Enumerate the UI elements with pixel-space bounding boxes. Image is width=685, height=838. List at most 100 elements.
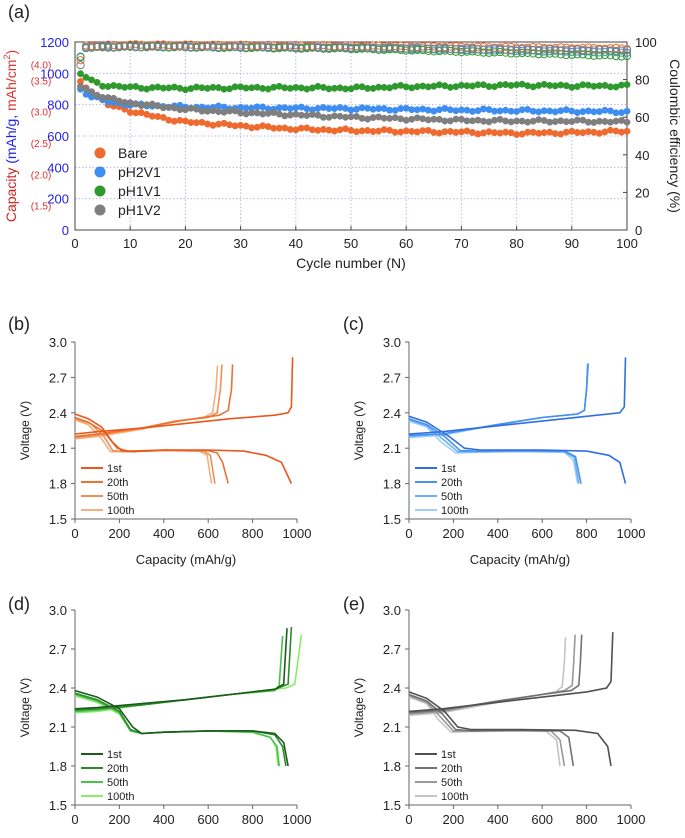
efficiency-point	[297, 43, 306, 52]
efficiency-point	[611, 46, 621, 56]
efficiency-point	[617, 46, 626, 55]
efficiency-point	[142, 42, 151, 51]
panel-label-2: (c)	[343, 314, 364, 334]
efficiency-point	[175, 42, 184, 51]
legend-label: 50th	[107, 491, 128, 503]
panel-d: 1.51.82.12.42.73.002004006008001000Capac…	[18, 603, 311, 827]
efficiency-point	[208, 43, 218, 52]
y-tick-label: 3.0	[49, 335, 67, 350]
efficiency-point	[495, 44, 505, 53]
efficiency-point	[573, 50, 582, 59]
efficiency-point	[126, 42, 135, 51]
efficiency-point	[98, 43, 107, 52]
x-tick-label: 200	[443, 812, 465, 827]
efficiency-point	[324, 43, 334, 52]
y-axis-title-part: mAh/cm	[3, 60, 19, 111]
efficiency-point	[87, 43, 96, 52]
efficiency-point	[595, 45, 604, 54]
series-pH1V2-capacity	[77, 82, 631, 126]
efficiency-point	[501, 45, 510, 54]
efficiency-point	[567, 50, 576, 59]
efficiency-point	[230, 42, 240, 52]
x-tick-label: 60	[399, 236, 413, 251]
efficiency-point	[622, 51, 632, 61]
efficiency-point	[457, 44, 466, 54]
legend-label: 100th	[107, 791, 135, 803]
y-tick-label: 1.5	[49, 798, 67, 813]
capacity-point	[115, 82, 123, 90]
efficiency-point	[247, 42, 256, 51]
x-tick-label: 800	[576, 526, 598, 541]
efficiency-point	[319, 43, 328, 53]
legend-label: 100th	[107, 505, 135, 517]
areal-tick-label: (2.0)	[31, 170, 52, 181]
y2-tick-label: 100	[635, 35, 657, 50]
legend-label: 1st	[107, 463, 122, 475]
efficiency-point	[357, 43, 367, 52]
y-tick-label: 200	[47, 192, 69, 207]
efficiency-point	[440, 44, 449, 53]
series-pH1V2-efficiency	[76, 42, 632, 70]
legend-label: 1st	[441, 463, 456, 475]
capacity-point	[419, 105, 427, 113]
y2-tick-label: 20	[635, 185, 649, 200]
efficiency-point	[562, 46, 571, 55]
series-Bare-capacity	[77, 77, 631, 138]
x-tick-label: 400	[153, 526, 175, 541]
efficiency-point	[589, 46, 598, 55]
x-tick-label: 50	[344, 236, 358, 251]
x-tick-label: 10	[123, 236, 137, 251]
efficiency-point	[584, 51, 593, 60]
x-tick-label: 0	[405, 812, 412, 827]
efficiency-point	[396, 44, 405, 53]
panel-label-4: (e)	[343, 594, 365, 614]
efficiency-point	[534, 45, 543, 55]
capacity-point	[557, 107, 565, 115]
y-tick-label: 0	[62, 223, 69, 238]
charge-curve-20th	[74, 626, 293, 711]
efficiency-point	[606, 51, 615, 60]
legend-label: 100th	[441, 791, 469, 803]
y-tick-label: 2.7	[383, 642, 401, 657]
y2-tick-label: 80	[635, 73, 649, 88]
legend-label: 20th	[441, 477, 462, 489]
legend-c: 1st 20th 50th 100th	[415, 463, 469, 517]
efficiency-point	[468, 44, 477, 53]
efficiency-point	[286, 43, 295, 52]
efficiency-point	[424, 44, 433, 54]
efficiency-point	[506, 49, 516, 58]
x-tick-label: 800	[242, 526, 264, 541]
efficiency-point	[192, 42, 201, 51]
efficiency-point	[402, 44, 411, 53]
legend-label: pH2V1	[118, 164, 161, 180]
efficiency-point	[446, 44, 455, 53]
y-tick-label: 2.1	[49, 720, 67, 735]
efficiency-point	[76, 53, 85, 62]
x-tick-label: 600	[531, 526, 553, 541]
capacity-point	[623, 81, 631, 89]
efficiency-point	[413, 45, 422, 55]
legend-label: 50th	[441, 777, 462, 789]
capacity-point	[551, 108, 559, 116]
efficiency-point	[81, 43, 91, 53]
series-pH2V1-capacity	[77, 85, 631, 117]
efficiency-point	[170, 42, 179, 51]
capacity-point	[159, 114, 167, 121]
y-axis-title-sup: 2	[2, 55, 12, 60]
efficiency-point	[264, 43, 273, 52]
x-tick-label: 0	[71, 526, 78, 541]
efficiency-point	[473, 45, 483, 54]
x-tick-label: 400	[153, 812, 175, 827]
y-tick-label: 3.0	[49, 603, 67, 618]
capacity-point	[397, 128, 405, 136]
efficiency-point	[512, 49, 521, 58]
x-axis-title: Capacity (mAh/g)	[136, 552, 236, 567]
capacity-point	[524, 82, 532, 90]
efficiency-point	[556, 50, 565, 59]
efficiency-point	[291, 43, 300, 53]
efficiency-point	[148, 42, 157, 51]
discharge-curve-20th	[408, 693, 575, 767]
x-tick-label: 400	[487, 812, 509, 827]
efficiency-point	[617, 52, 626, 61]
